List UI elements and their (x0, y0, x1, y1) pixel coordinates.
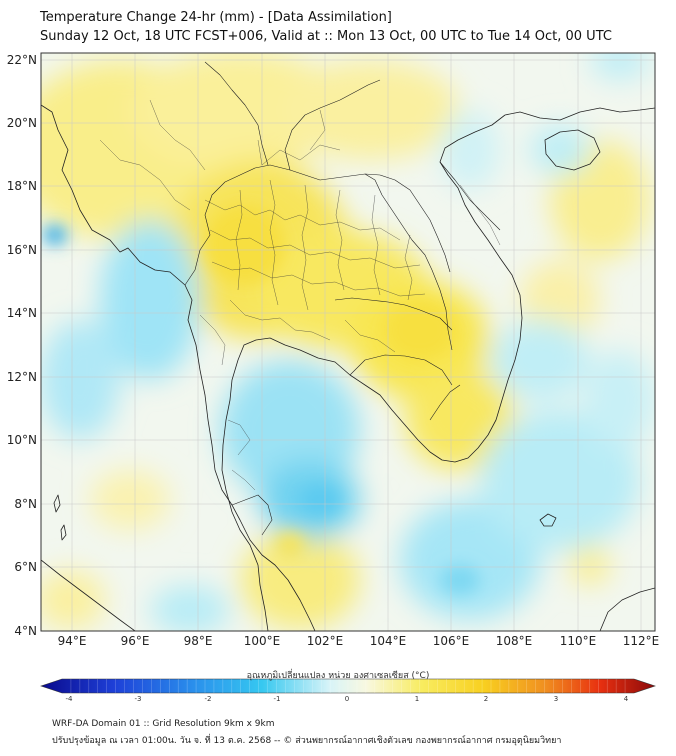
model-info: WRF-DA Domain 01 :: Grid Resolution 9km … (52, 719, 275, 729)
lon-tick-label: 104°E (370, 634, 407, 648)
colorbar-tick-label: -2 (205, 695, 212, 703)
colorbar-tick-label: -3 (135, 695, 142, 703)
lat-tick-label: 20°N (7, 116, 37, 130)
lon-tick-label: 108°E (496, 634, 533, 648)
map-title: Temperature Change 24-hr (mm) - [Data As… (40, 10, 392, 25)
temperature-field (41, 53, 655, 631)
colorbar-gradient (40, 678, 656, 694)
colorbar-tick-label: 2 (484, 695, 488, 703)
lat-tick-label: 6°N (14, 560, 37, 574)
lat-tick-label: 18°N (7, 179, 37, 193)
colorbar-tick-label: 3 (554, 695, 558, 703)
lat-tick-label: 12°N (7, 370, 37, 384)
lat-tick-label: 4°N (14, 624, 37, 638)
colorbar-label: อุณหภูมิเปลี่ยนแปลง หน่วย องศาเซลเซียส (… (246, 671, 430, 681)
lat-tick-label: 16°N (7, 243, 37, 257)
coastlines (41, 104, 655, 631)
lon-tick-label: 96°E (121, 634, 150, 648)
lon-tick-label: 106°E (433, 634, 470, 648)
country-borders (184, 61, 501, 536)
colorbar-tick-label: -1 (274, 695, 281, 703)
colorbar-tick-label: 4 (624, 695, 629, 703)
lon-tick-label: 100°E (244, 634, 281, 648)
colorbar: -4 -3 -2 -1 0 1 2 3 4 (40, 678, 656, 703)
graticule (41, 53, 655, 631)
lon-tick-label: 102°E (307, 634, 344, 648)
update-credit: ปรับปรุงข้อมูล ณ เวลา 01:00น. วัน จ. ที่… (52, 736, 562, 746)
lat-tick-label: 10°N (7, 433, 37, 447)
lon-tick-label: 94°E (58, 634, 87, 648)
lat-tick-label: 22°N (7, 53, 37, 67)
lon-tick-label: 112°E (623, 634, 660, 648)
colorbar-tick-label: -4 (66, 695, 74, 703)
lon-tick-label: 98°E (184, 634, 213, 648)
colorbar-tick-label: 0 (345, 695, 349, 703)
map-subtitle: Sunday 12 Oct, 18 UTC FCST+006, Valid at… (40, 29, 612, 44)
longitude-axis: 94°E 96°E 98°E 100°E 102°E 104°E 106°E 1… (58, 634, 660, 648)
lat-tick-label: 14°N (7, 306, 37, 320)
province-borders (99, 99, 501, 491)
latitude-axis: 4°N 6°N 8°N 10°N 12°N 14°N 16°N 18°N 20°… (7, 53, 37, 638)
lat-tick-label: 8°N (14, 497, 37, 511)
colorbar-tick-label: 1 (415, 695, 419, 703)
lon-tick-label: 110°E (560, 634, 597, 648)
map-frame (40, 52, 656, 632)
